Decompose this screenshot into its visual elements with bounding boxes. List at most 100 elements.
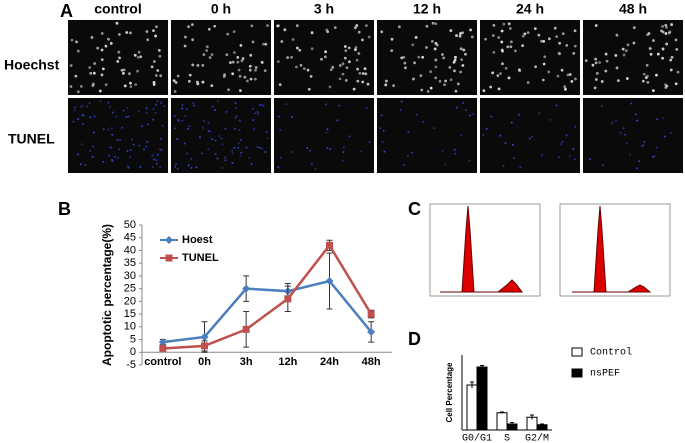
cell	[459, 32, 462, 35]
cell	[202, 120, 205, 123]
cell	[107, 101, 110, 104]
cell	[591, 63, 595, 67]
cell	[519, 166, 522, 169]
cell	[176, 167, 179, 170]
cell	[625, 142, 628, 145]
cell	[326, 147, 329, 150]
cell	[222, 75, 226, 78]
cell	[425, 46, 428, 49]
cell	[381, 141, 384, 144]
error-bar	[500, 411, 504, 414]
cell	[92, 71, 96, 75]
cell	[600, 104, 603, 107]
cell	[306, 68, 310, 72]
cell	[160, 101, 163, 104]
cell	[108, 154, 111, 157]
cell	[444, 79, 447, 83]
marker	[158, 338, 167, 347]
x-tick-label: 48h	[362, 356, 381, 368]
y-tick-label: 5	[130, 333, 136, 345]
cell	[521, 34, 525, 38]
cell	[399, 108, 402, 111]
cell	[154, 111, 157, 114]
cell	[616, 79, 620, 83]
cell	[121, 71, 125, 75]
cell	[547, 37, 551, 41]
cell	[356, 79, 360, 83]
cell	[256, 146, 259, 149]
cell	[434, 58, 438, 62]
cell	[326, 128, 329, 131]
cell	[357, 30, 361, 34]
cell	[264, 151, 267, 154]
cell	[573, 158, 576, 161]
cell	[156, 100, 159, 103]
cell	[675, 47, 679, 51]
cell	[629, 153, 632, 156]
cell	[238, 119, 241, 122]
cell	[107, 37, 110, 41]
cell	[338, 64, 342, 67]
cell	[454, 89, 458, 93]
cell	[521, 44, 525, 47]
cell	[660, 29, 663, 33]
marker	[326, 241, 333, 249]
cell	[452, 60, 456, 64]
cell	[453, 58, 457, 62]
marker	[367, 310, 375, 318]
cell	[605, 59, 609, 63]
error-bar	[530, 414, 534, 420]
cell	[129, 149, 132, 152]
cell	[359, 150, 362, 153]
cell	[649, 52, 653, 56]
cell	[294, 65, 298, 69]
legend-label: Control	[590, 347, 632, 359]
cell	[328, 85, 332, 89]
cell	[263, 69, 267, 73]
bar	[536, 424, 548, 431]
cell	[125, 115, 128, 118]
cell	[80, 105, 83, 108]
cell	[279, 128, 282, 131]
cell	[234, 102, 237, 105]
cell	[235, 107, 238, 110]
cell	[153, 158, 156, 161]
cell	[499, 72, 502, 75]
cell	[129, 81, 132, 85]
cell	[146, 38, 150, 42]
cell	[246, 79, 249, 83]
cell	[77, 153, 80, 156]
cell	[565, 44, 569, 47]
x-tick-label: G0/G1	[462, 433, 492, 443]
cell	[227, 88, 230, 92]
cell	[216, 100, 219, 103]
cell	[237, 68, 241, 72]
cell	[136, 69, 139, 73]
cell	[295, 24, 299, 28]
cell	[151, 166, 154, 169]
cell	[117, 33, 121, 36]
cell	[285, 103, 288, 106]
cell	[443, 83, 446, 87]
row-label: Hoechst	[4, 57, 60, 73]
cell	[155, 159, 158, 162]
cell	[662, 117, 665, 120]
cell	[252, 107, 255, 110]
cell	[115, 21, 119, 25]
cell	[82, 122, 85, 125]
histogram-frame	[429, 203, 541, 297]
cell	[116, 60, 120, 63]
cell	[100, 32, 104, 35]
x-tick-label: 24h	[320, 356, 339, 368]
cell	[341, 72, 345, 76]
cell	[125, 31, 129, 34]
cell	[104, 83, 108, 87]
cell	[237, 146, 240, 149]
cell	[192, 104, 195, 107]
cell	[109, 146, 112, 149]
cell	[101, 67, 105, 71]
cell	[429, 86, 433, 90]
cell	[74, 106, 77, 109]
cell	[365, 24, 368, 28]
cell	[422, 120, 425, 123]
